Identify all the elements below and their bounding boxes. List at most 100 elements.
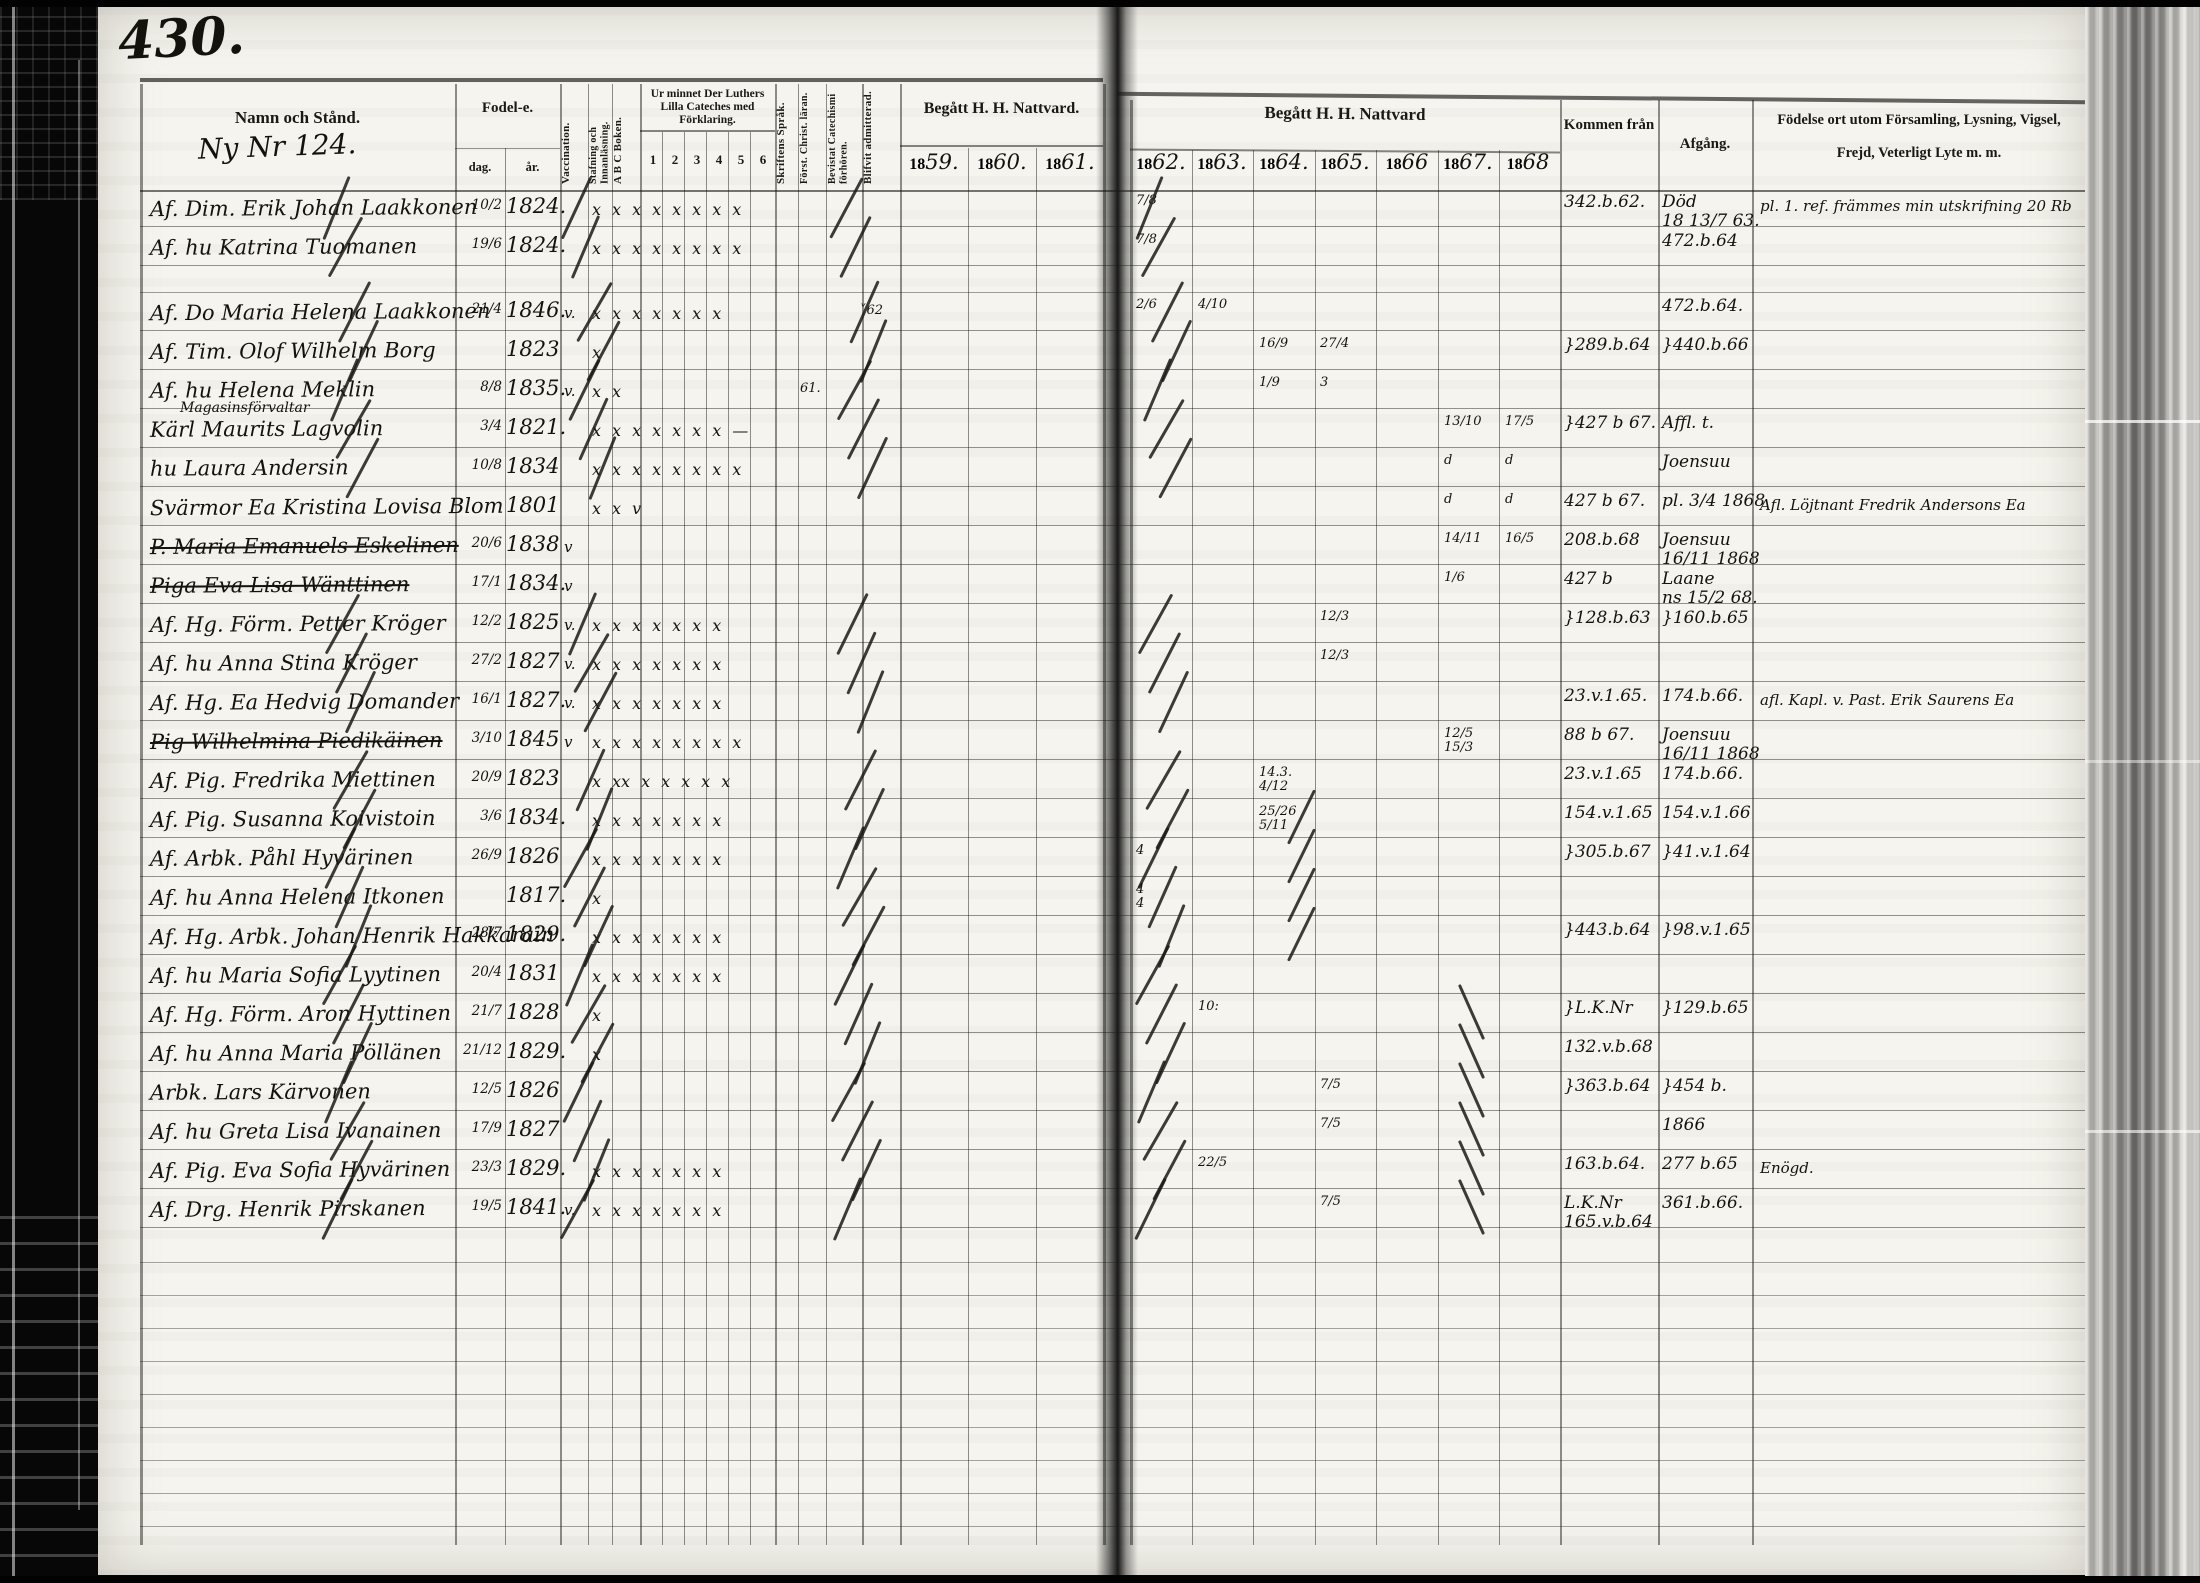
grid-line	[505, 148, 507, 1545]
grid-line	[706, 132, 708, 1545]
year-printed-prefix: 18	[1385, 156, 1402, 173]
col-header-blifvit-admitterad: Blifvit admitterad.	[862, 90, 874, 184]
cateches-col-number: 6	[759, 152, 767, 167]
mark-x: x	[692, 616, 702, 635]
row-name: Af. hu Greta Lisa Ivanainen	[149, 1117, 442, 1145]
row-name: Af. Pig. Eva Sofia Hyvärinen	[149, 1156, 451, 1184]
col-header-ar: år.	[525, 160, 540, 174]
mark-x: x	[701, 772, 711, 791]
mark-x: x	[632, 616, 642, 635]
row-afgang: 154.v.1.66	[1662, 803, 1751, 823]
row-name: Svärmor Ea Kristina Lovisa Blom	[149, 493, 504, 521]
col-header-stafning: Stafning och Innanläsning.	[588, 121, 611, 184]
mark-x: x	[712, 1162, 722, 1181]
row-name: Af. Arbk. Påhl Hyvärinen	[149, 845, 414, 871]
year-printed-prefix: 18	[1259, 156, 1276, 173]
row-name: Af. Hg. Ea Hedvig Domander	[149, 688, 460, 716]
row-vaccination-mark: v	[564, 577, 573, 595]
mark-x: x	[612, 967, 622, 986]
mark-x: x	[592, 772, 602, 791]
mark-x: x	[612, 239, 622, 258]
year-right-2: 1864.	[1251, 150, 1317, 174]
row-name: Af. Do Maria Helena Laakkonen	[149, 298, 491, 326]
mark-x: x	[712, 460, 722, 479]
mark-x: x	[692, 421, 702, 440]
row-birth-year: 1834.	[506, 571, 567, 595]
mark-x: x	[632, 1162, 642, 1181]
col-header-bevistat-catechismi: Bevistat Catechismi förhören.	[827, 93, 850, 184]
row-kommen-fran: 427 b	[1564, 569, 1613, 589]
row-birth-day: 12/5	[471, 1081, 502, 1097]
row-communion-mark-1863: 22/5	[1198, 1155, 1228, 1170]
row-birth-year: 1841.	[506, 1195, 567, 1219]
col-header-afgang: Afgång.	[1679, 136, 1731, 152]
mark-x: x	[592, 421, 602, 440]
mark-x: x	[692, 1162, 702, 1181]
margin-note: Ny Nr 124.	[197, 127, 357, 166]
row-birth-day: 20/9	[471, 769, 502, 785]
mark-x: x	[632, 239, 642, 258]
mark-x: x	[632, 200, 642, 219]
grid-line	[1192, 150, 1194, 1545]
mark-x: x	[632, 928, 642, 947]
mark-x: x	[672, 967, 682, 986]
mark-x: x	[592, 1006, 602, 1025]
row-birth-year: 1829.	[506, 1156, 567, 1180]
col-header-abc-boken: A B C Boken.	[612, 116, 624, 184]
row-communion-mark-1864: 1/9	[1259, 375, 1280, 390]
mark-x: x	[592, 850, 602, 869]
row-birth-day: 10/8	[471, 457, 502, 473]
row-name: Pig Wilhelmina Piedikäinen	[149, 727, 443, 755]
row-birth-day: 21/4	[471, 301, 502, 317]
row-communion-mark-1867: d	[1444, 453, 1453, 468]
row-birth-year: 1828	[506, 1000, 560, 1024]
row-communion-mark-1867: d	[1444, 492, 1453, 507]
row-name: Af. Pig. Fredrika Miettinen	[149, 767, 436, 793]
mark-x: x	[592, 382, 602, 401]
row-communion-mark-1868: d	[1505, 453, 1514, 468]
row-birth-year: 1827	[506, 649, 560, 673]
row-afgang: }160.b.65	[1662, 608, 1749, 628]
year-handwritten-digits: 63.	[1213, 150, 1247, 174]
year-handwritten-digits: 59.	[925, 150, 959, 174]
row-communion-mark-1868: 16/5	[1505, 531, 1535, 546]
mark-x: x	[632, 421, 642, 440]
row-afgang: 361.b.66.	[1662, 1193, 1744, 1213]
row-birth-day: 21/7	[471, 1003, 502, 1019]
row-birth-year: 1826	[506, 1078, 560, 1102]
mark-x: x	[632, 850, 642, 869]
mark-x: x	[592, 733, 602, 752]
mark-x: x	[632, 733, 642, 752]
film-streaks	[2085, 0, 2200, 1583]
row-birth-day: 17/9	[471, 1120, 502, 1136]
mark-x: x	[612, 850, 622, 869]
row-communion-mark-1865: 27/4	[1320, 336, 1350, 351]
year-printed-prefix: 18	[1136, 156, 1153, 173]
mark-x: x	[612, 733, 622, 752]
row-communion-mark-1864: 25/26 5/11	[1259, 804, 1297, 833]
row-name: hu Laura Andersin	[149, 455, 349, 481]
cateches-col-number: 3	[693, 152, 701, 167]
grid-line	[862, 84, 864, 1545]
row-birth-year: 1838	[506, 532, 560, 556]
grid-line	[1253, 150, 1255, 1545]
mark-x: x	[712, 304, 722, 323]
row-afgang: }454 b.	[1662, 1076, 1727, 1096]
row-birth-year: 1824.	[506, 194, 567, 218]
mark-x: x	[652, 421, 662, 440]
row-reading-marks: x	[592, 343, 601, 362]
grid-line	[640, 84, 642, 1545]
row-birth-year: 1823	[506, 766, 560, 790]
mark-x: x	[652, 616, 662, 635]
mark-x: x	[612, 421, 622, 440]
mark-x: x	[692, 200, 702, 219]
mark-x: x	[632, 655, 642, 674]
mark-x: x	[592, 616, 602, 635]
row-afgang: 472.b.64.	[1662, 296, 1744, 316]
row-communion-mark-1863: 10:	[1198, 999, 1219, 1014]
row-birth-day: 26/9	[471, 847, 502, 863]
row-communion-mark-1865: 7/5	[1320, 1077, 1341, 1092]
row-kommen-fran: }128.b.63	[1564, 608, 1651, 628]
